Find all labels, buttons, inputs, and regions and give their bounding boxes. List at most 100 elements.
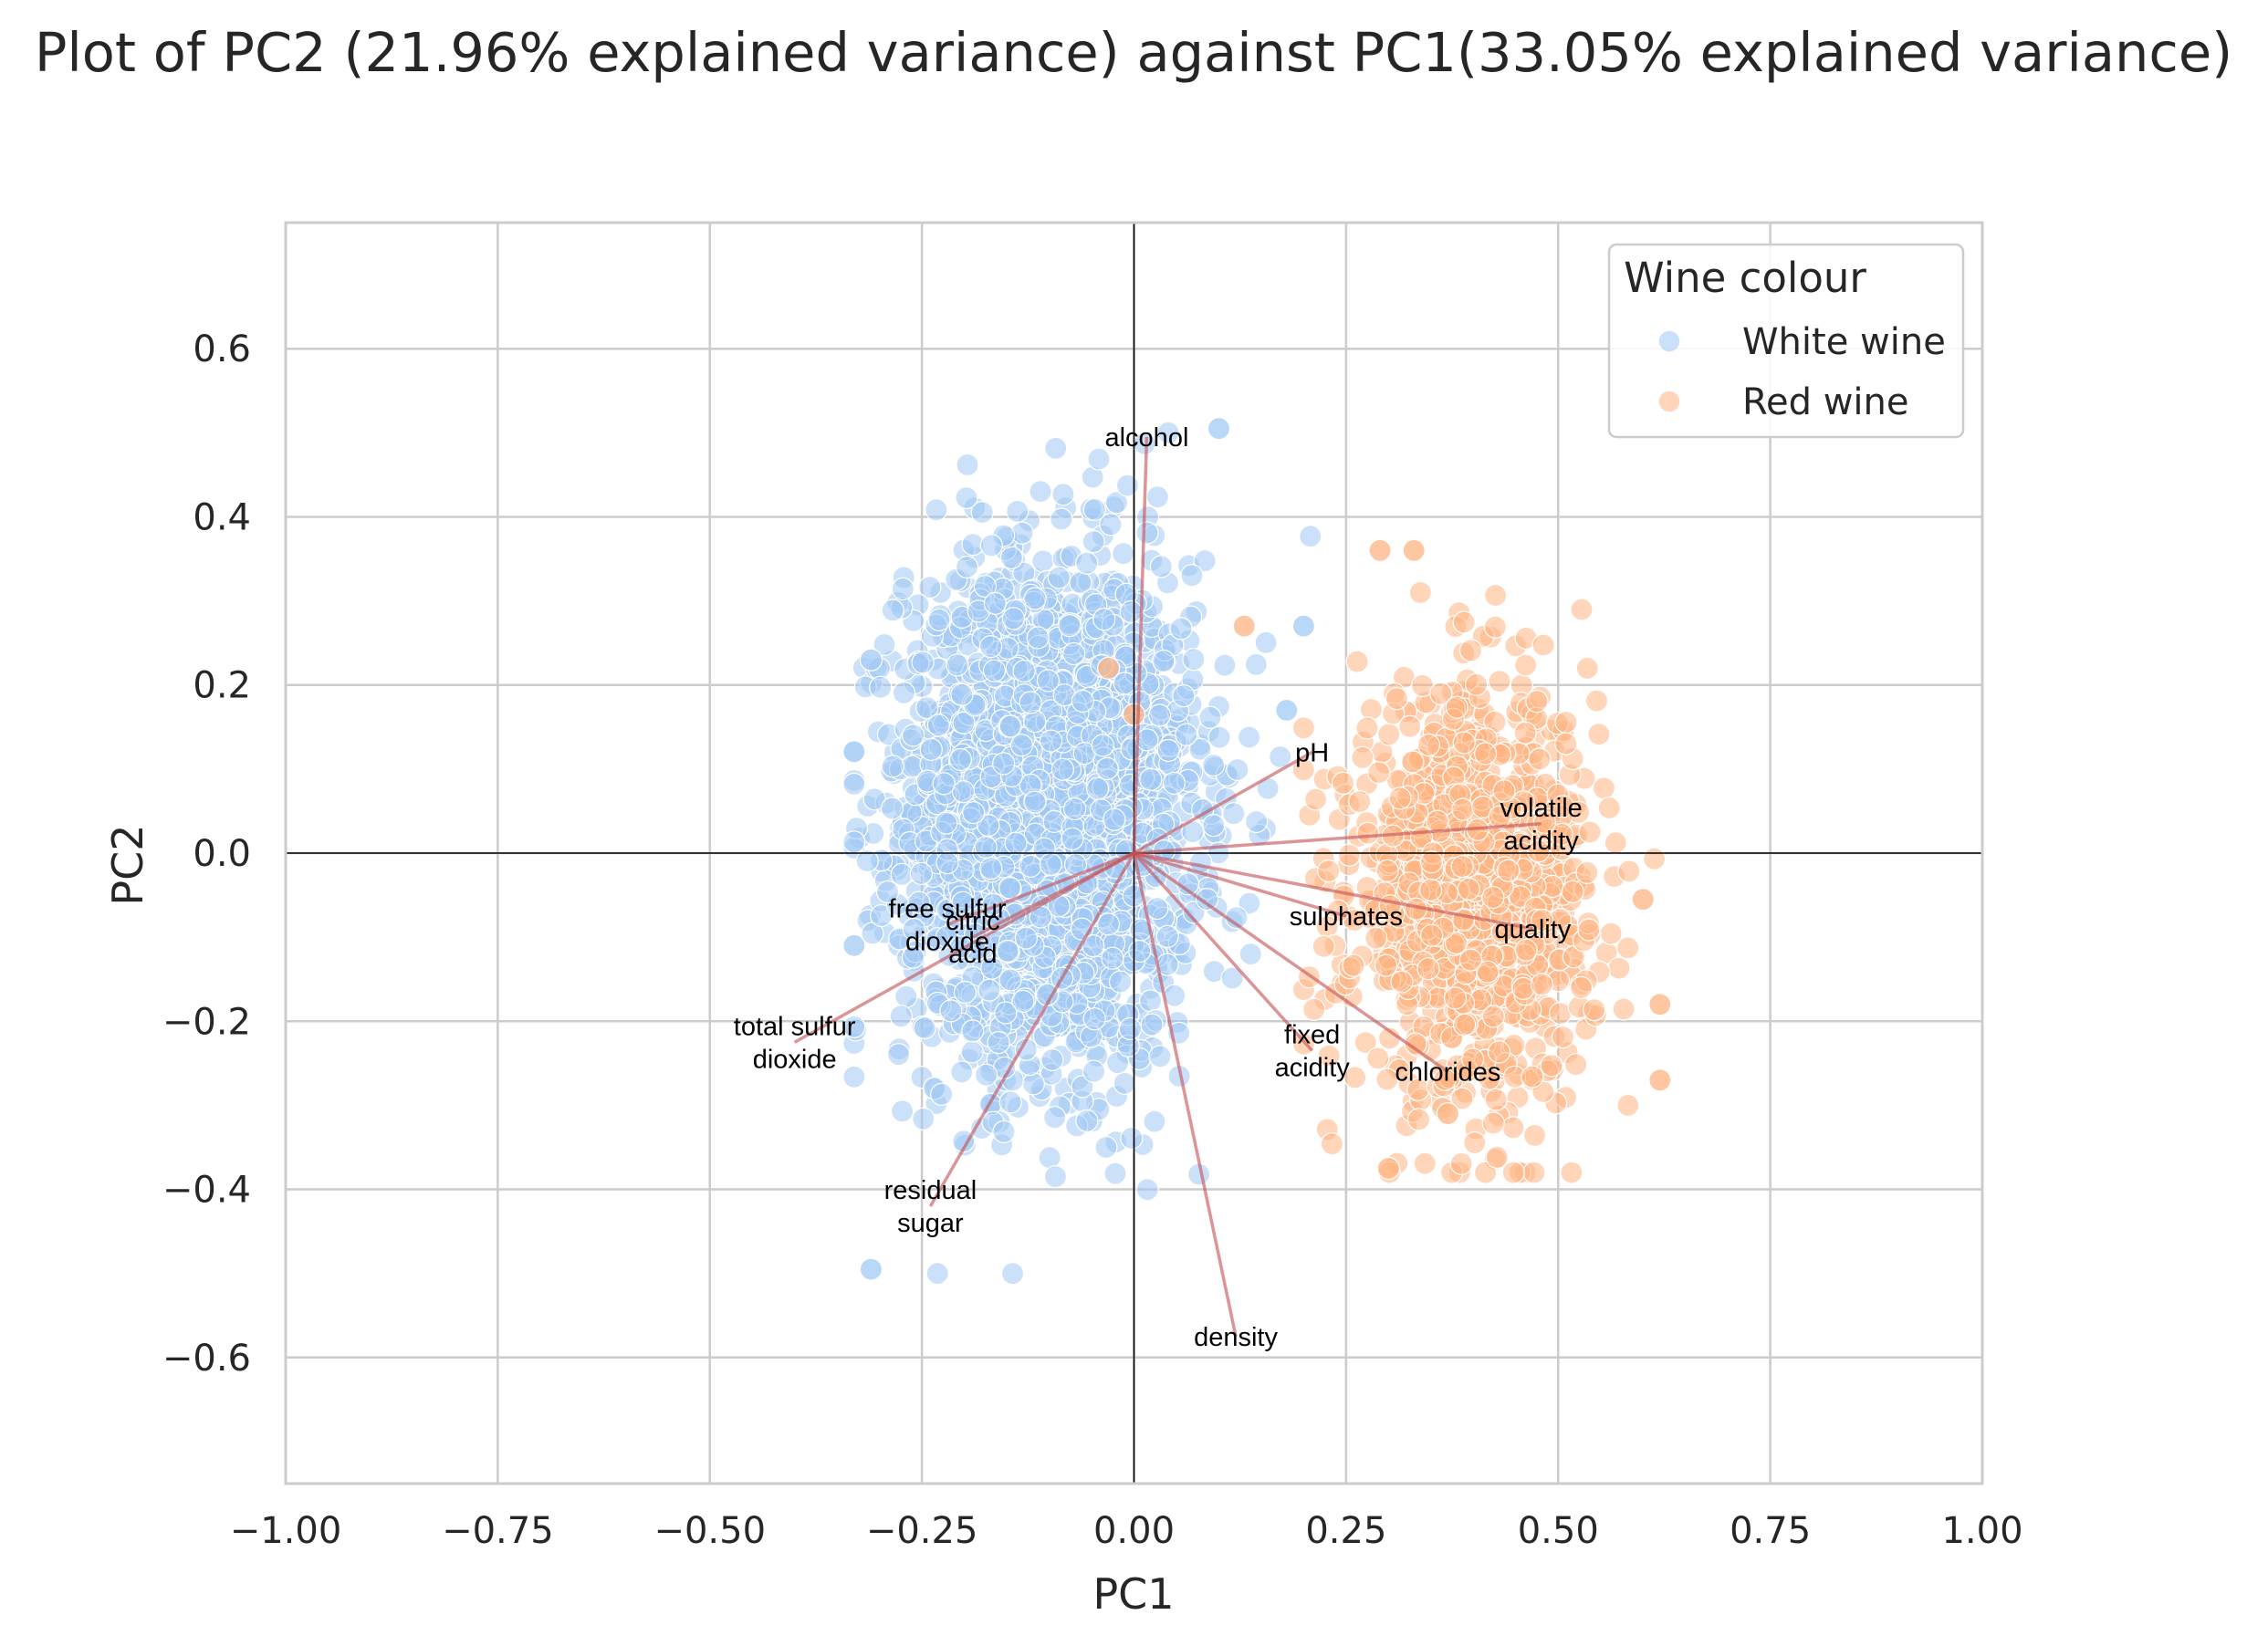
data-point xyxy=(912,1107,935,1130)
data-point xyxy=(974,835,998,859)
data-point xyxy=(1612,997,1636,1021)
data-point xyxy=(1038,1146,1061,1170)
legend-label-red-wine: Red wine xyxy=(1742,381,1909,423)
data-point xyxy=(1337,843,1362,867)
data-point xyxy=(1169,617,1193,641)
series-white-wine xyxy=(842,417,1322,1286)
data-point xyxy=(1317,859,1341,883)
data-point xyxy=(998,714,1022,738)
data-point xyxy=(1531,633,1555,657)
data-point xyxy=(1162,771,1186,795)
data-point xyxy=(875,880,900,904)
data-point xyxy=(859,1257,883,1281)
data-point xyxy=(932,772,956,796)
y-tick-label: 0.2 xyxy=(193,665,251,707)
data-point xyxy=(1513,721,1537,745)
data-point xyxy=(1044,436,1068,460)
data-point xyxy=(1012,659,1036,683)
data-point xyxy=(1023,587,1047,610)
data-point xyxy=(1575,860,1599,884)
y-tick-labels: −0.6 −0.4 −0.2 0.0 0.2 0.4 0.6 xyxy=(162,328,251,1380)
x-tick-label: 1.00 xyxy=(1941,1510,2022,1552)
data-point xyxy=(1522,1161,1546,1184)
data-point xyxy=(998,1090,1022,1114)
data-point xyxy=(935,850,959,875)
data-point xyxy=(1291,716,1316,740)
data-point xyxy=(951,779,976,804)
data-point xyxy=(1402,538,1426,562)
data-point xyxy=(1175,723,1198,746)
data-point xyxy=(973,574,998,599)
data-point xyxy=(1374,953,1398,977)
data-point xyxy=(1345,650,1369,673)
data-point xyxy=(894,984,918,1008)
data-point xyxy=(1540,1054,1563,1078)
data-point xyxy=(1513,653,1538,677)
data-point xyxy=(891,577,915,601)
data-point xyxy=(930,1082,954,1106)
data-point xyxy=(1188,737,1212,761)
data-point xyxy=(1584,689,1609,713)
data-point xyxy=(1501,1116,1525,1140)
data-point xyxy=(1180,564,1204,588)
data-point xyxy=(1145,896,1169,921)
data-point xyxy=(1452,731,1476,755)
data-point xyxy=(1096,912,1121,936)
data-point xyxy=(1473,742,1498,766)
data-point xyxy=(1082,1059,1106,1083)
data-point xyxy=(1085,776,1110,800)
data-point xyxy=(1239,942,1262,966)
data-point xyxy=(1616,1093,1640,1118)
data-point xyxy=(1113,1071,1136,1095)
data-point xyxy=(979,534,1003,557)
data-point xyxy=(1269,745,1292,769)
data-point xyxy=(1039,852,1062,876)
data-point xyxy=(880,797,904,820)
data-point xyxy=(950,682,974,706)
data-point xyxy=(1525,690,1549,714)
data-point xyxy=(1578,820,1602,844)
data-point xyxy=(1062,641,1086,666)
data-point xyxy=(974,1063,998,1087)
legend-marker-white-wine xyxy=(1657,329,1681,353)
data-point xyxy=(1061,827,1084,850)
data-point xyxy=(1135,728,1159,752)
data-point xyxy=(1563,1053,1588,1077)
data-point xyxy=(939,999,963,1023)
data-point xyxy=(925,498,948,522)
data-point xyxy=(1554,732,1578,755)
series-red-wine xyxy=(1096,538,1672,1184)
data-point xyxy=(955,555,979,579)
data-point xyxy=(915,695,939,720)
data-point xyxy=(1406,1108,1431,1131)
data-point xyxy=(979,856,1003,880)
data-point xyxy=(991,752,1016,776)
data-point xyxy=(1388,787,1412,810)
data-point xyxy=(999,546,1024,569)
data-point xyxy=(859,648,883,672)
data-point xyxy=(1143,1109,1166,1133)
data-point xyxy=(1101,946,1124,970)
data-point xyxy=(892,681,916,705)
data-point xyxy=(1213,653,1237,677)
data-point xyxy=(1355,716,1379,740)
y-tick-label: 0.0 xyxy=(193,833,251,875)
data-point xyxy=(1063,797,1087,821)
data-point xyxy=(1099,513,1123,537)
data-point xyxy=(998,876,1022,900)
x-tick-label: −0.25 xyxy=(866,1510,978,1552)
data-point xyxy=(1152,649,1176,673)
x-tick-label: −1.00 xyxy=(230,1510,342,1552)
data-point xyxy=(1237,725,1261,749)
data-point xyxy=(1113,672,1136,695)
data-point xyxy=(1156,421,1180,444)
data-point xyxy=(1416,957,1440,981)
data-point xyxy=(1001,607,1026,630)
data-point xyxy=(881,755,904,778)
data-point xyxy=(1043,1164,1068,1189)
data-point xyxy=(1452,610,1476,634)
data-point xyxy=(842,1015,866,1038)
data-point xyxy=(1604,831,1627,855)
x-tick-label: 0.75 xyxy=(1730,1510,1811,1552)
